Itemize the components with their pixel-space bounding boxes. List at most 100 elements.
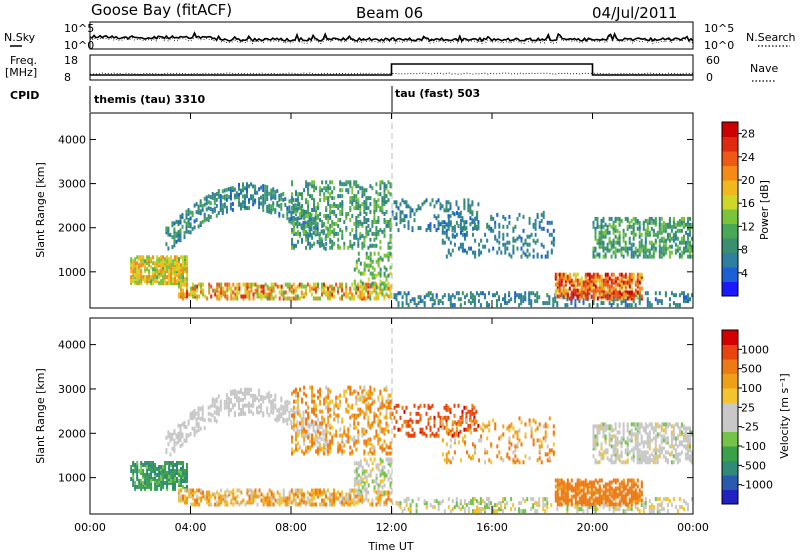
cell-mark [632,242,635,247]
cell-mark [457,297,460,302]
cell-mark [488,501,491,506]
cell-mark [363,267,366,272]
cell-mark [248,500,251,505]
cell-mark [642,509,645,514]
cell-mark [144,479,147,483]
cell-mark [558,272,561,277]
cell-mark [467,507,470,512]
cell-mark [284,296,287,301]
cell-mark [329,439,332,444]
cell-mark [662,507,665,512]
cell-mark [369,296,372,301]
cell-mark [150,471,153,475]
cell-mark [213,402,216,407]
cell-mark [626,250,629,255]
cell-mark [477,299,480,304]
cell-mark [207,200,210,205]
date-title: 04/Jul/2011 [592,4,677,22]
cell-mark [646,218,649,223]
cell-mark [405,200,408,205]
cell-mark [473,411,476,416]
cell-mark [357,241,360,246]
cell-mark [262,194,265,198]
cell-mark [427,224,430,229]
cell-mark [578,278,581,283]
cell-mark [393,293,396,298]
cell-mark [233,187,236,192]
cell-mark [397,228,400,233]
cell-mark [562,294,565,299]
cell-mark [689,222,692,227]
cell-mark [182,461,185,465]
cell-mark [214,292,217,297]
cell-mark [598,230,601,235]
cell-mark [399,210,402,215]
cell-mark [219,399,222,404]
cell-mark [383,281,386,286]
cell-mark [300,215,303,220]
cell-mark [333,294,336,299]
cell-mark [612,242,615,247]
cell-mark [558,280,561,285]
cell-mark [361,202,364,207]
cell-mark [616,303,619,308]
cell-mark [306,429,309,434]
cell-mark [260,296,263,301]
cell-mark [461,417,464,422]
cell-mark [397,403,400,408]
cell-mark [687,236,690,241]
cell-mark [325,186,328,191]
cell-mark [258,488,261,493]
cell-mark [323,282,326,287]
cell-mark [469,423,472,428]
cell-mark [409,411,412,416]
cell-mark [455,426,458,431]
cell-mark [272,502,275,507]
cell-mark [300,207,303,212]
cell-mark [182,279,185,284]
cell-mark [592,272,595,277]
cell-mark [359,294,362,299]
cell-mark [174,267,177,272]
cell-mark [209,412,212,417]
cell-mark [184,292,187,297]
cell-mark [323,417,326,422]
cell-mark [301,429,304,434]
cell-mark [373,399,376,404]
cell-mark [389,227,392,232]
cell-mark [389,237,392,242]
cell-mark [200,282,203,287]
cell-mark [421,299,424,304]
cell-mark [148,477,151,481]
cell-mark [339,393,342,398]
cell-mark [461,226,464,231]
cell-mark [431,431,434,436]
cell-mark [184,488,187,493]
cell-mark [467,427,470,432]
cpid-label: CPID [10,89,39,102]
cell-mark [602,505,605,510]
cell-mark [335,231,338,236]
cell-mark [624,246,627,251]
cell-mark [367,498,370,503]
cell-mark [455,200,458,205]
cell-mark [227,195,230,200]
cell-mark [220,494,223,499]
cell-mark [256,494,259,499]
cell-mark [302,422,305,427]
cell-mark [190,502,193,507]
cell-mark [514,238,517,243]
cell-mark [361,221,364,226]
cell-mark [213,410,216,415]
cell-mark [228,490,231,495]
cell-mark [309,439,312,444]
cpid-mode-1: themis (tau) 3310 [94,93,206,106]
cell-mark [666,497,669,502]
cell-mark [596,238,599,243]
cell-mark [678,218,681,223]
cell-mark [313,403,316,408]
cell-mark [385,267,388,272]
cell-mark [608,288,611,293]
cell-mark [339,296,342,301]
cell-mark [339,500,342,505]
